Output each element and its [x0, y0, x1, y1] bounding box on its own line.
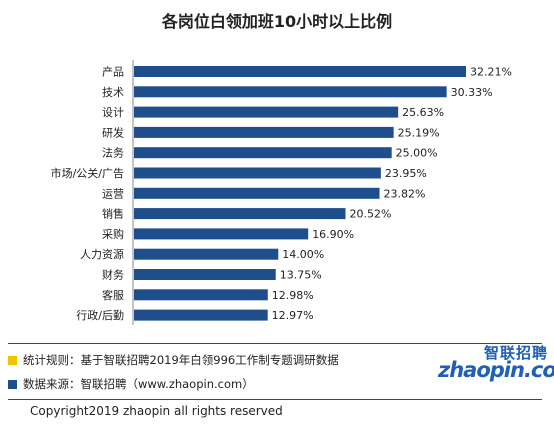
copyright-text: Copyright2019 zhaopin all rights reserve…: [30, 404, 283, 418]
value-label: 12.98%: [272, 289, 314, 302]
zhaopin-logo: 智联招聘 zhaopin.com: [438, 342, 554, 390]
value-label: 16.90%: [312, 228, 354, 241]
bar: [134, 147, 392, 159]
bar: [134, 187, 380, 199]
logo-en-text: zhaopin.com: [438, 358, 554, 382]
value-label: 25.00%: [396, 147, 438, 160]
category-label: 技术: [102, 86, 124, 99]
divider-top: [8, 343, 542, 344]
value-label: 23.82%: [384, 187, 426, 200]
category-label: 产品: [102, 65, 124, 79]
bar: [134, 208, 346, 220]
value-label: 20.52%: [350, 208, 392, 221]
category-label: 研发: [102, 125, 124, 139]
category-label: 财务: [102, 268, 124, 282]
value-label: 12.97%: [272, 309, 314, 322]
bar: [134, 228, 309, 240]
value-label: 14.00%: [282, 248, 324, 261]
bar: [134, 269, 276, 280]
bars-layer: 产品 32.21% 技术 30.33% 设计 25.63% 研发 25.19% 法务 25.00%…: [51, 65, 512, 323]
bar: [134, 106, 399, 118]
note-rule-text: 统计规则：基于智联招聘2019年白领996工作制专题调研数据: [23, 353, 339, 367]
note-row-rule: 统计规则：基于智联招聘2019年白领996工作制专题调研数据: [8, 352, 339, 368]
value-label: 13.75%: [280, 269, 322, 282]
category-label: 销售: [102, 207, 124, 221]
bar: [134, 248, 279, 260]
bar: [134, 289, 268, 301]
chart-title: 各岗位白领加班10小时以上比例: [161, 12, 393, 31]
value-label: 25.63%: [402, 106, 444, 119]
category-label: 客服: [102, 288, 124, 302]
category-label: 运营: [102, 186, 124, 200]
yellow-square-icon: [8, 355, 17, 365]
value-label: 23.95%: [385, 167, 427, 180]
bar: [134, 86, 447, 98]
bar: [134, 66, 466, 77]
divider-bottom: [8, 399, 542, 400]
category-label: 市场/公关/广告: [51, 166, 124, 180]
bar: [134, 309, 268, 321]
bar-chart: 产品 32.21% 技术 30.33% 设计 25.63% 研发 25.19% 法务 25.00%…: [51, 60, 512, 325]
blue-square-icon: [8, 379, 17, 389]
note-source-text: 数据来源：智联招聘（www.zhaopin.com）: [23, 377, 254, 391]
bar: [134, 167, 381, 179]
category-label: 采购: [102, 227, 124, 241]
category-label: 人力资源: [80, 247, 124, 261]
value-label: 30.33%: [451, 86, 493, 99]
category-label: 行政/后勤: [76, 308, 124, 322]
value-label: 32.21%: [470, 66, 512, 79]
note-row-source: 数据来源：智联招聘（www.zhaopin.com）: [8, 376, 254, 392]
logo-cn-text: 智联招聘: [483, 344, 548, 362]
category-label: 法务: [102, 146, 124, 160]
category-label: 设计: [102, 106, 124, 119]
value-label: 25.19%: [398, 126, 440, 139]
bar: [134, 126, 394, 138]
